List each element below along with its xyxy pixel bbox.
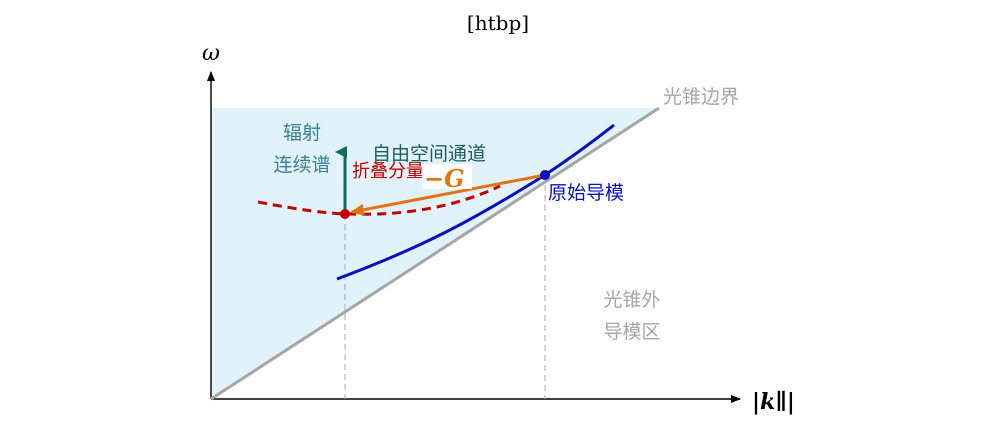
outside-cone-label-line2: 导模区 [603, 321, 660, 343]
outside-cone-label-line1: 光锥外 [603, 289, 660, 311]
folded-mode-point [340, 209, 350, 219]
original-guided-mode-curve [336, 123, 615, 281]
light-cone-line [210, 106, 660, 401]
original-mode-point [540, 170, 550, 180]
reciprocal-vector-label-bg [422, 164, 472, 189]
reciprocal-shift-arrow [350, 173, 546, 216]
original-guided-mode-label: 原始导模 [548, 182, 624, 204]
figure-caption: [htbp] [467, 11, 529, 35]
radiation-label-line1: 辐射 [283, 122, 321, 144]
radiation-label-line2: 连续谱 [273, 154, 330, 176]
folded-component-label: 折叠分量 [352, 161, 424, 182]
reciprocal-vector-label: −G [424, 164, 465, 193]
light-cone-boundary-label: 光锥边界 [663, 86, 739, 108]
free-space-channel-label: 自由空间通道 [372, 143, 486, 165]
y-axis-label: ω [202, 41, 220, 66]
x-axis-label: |k∥| [752, 389, 795, 415]
